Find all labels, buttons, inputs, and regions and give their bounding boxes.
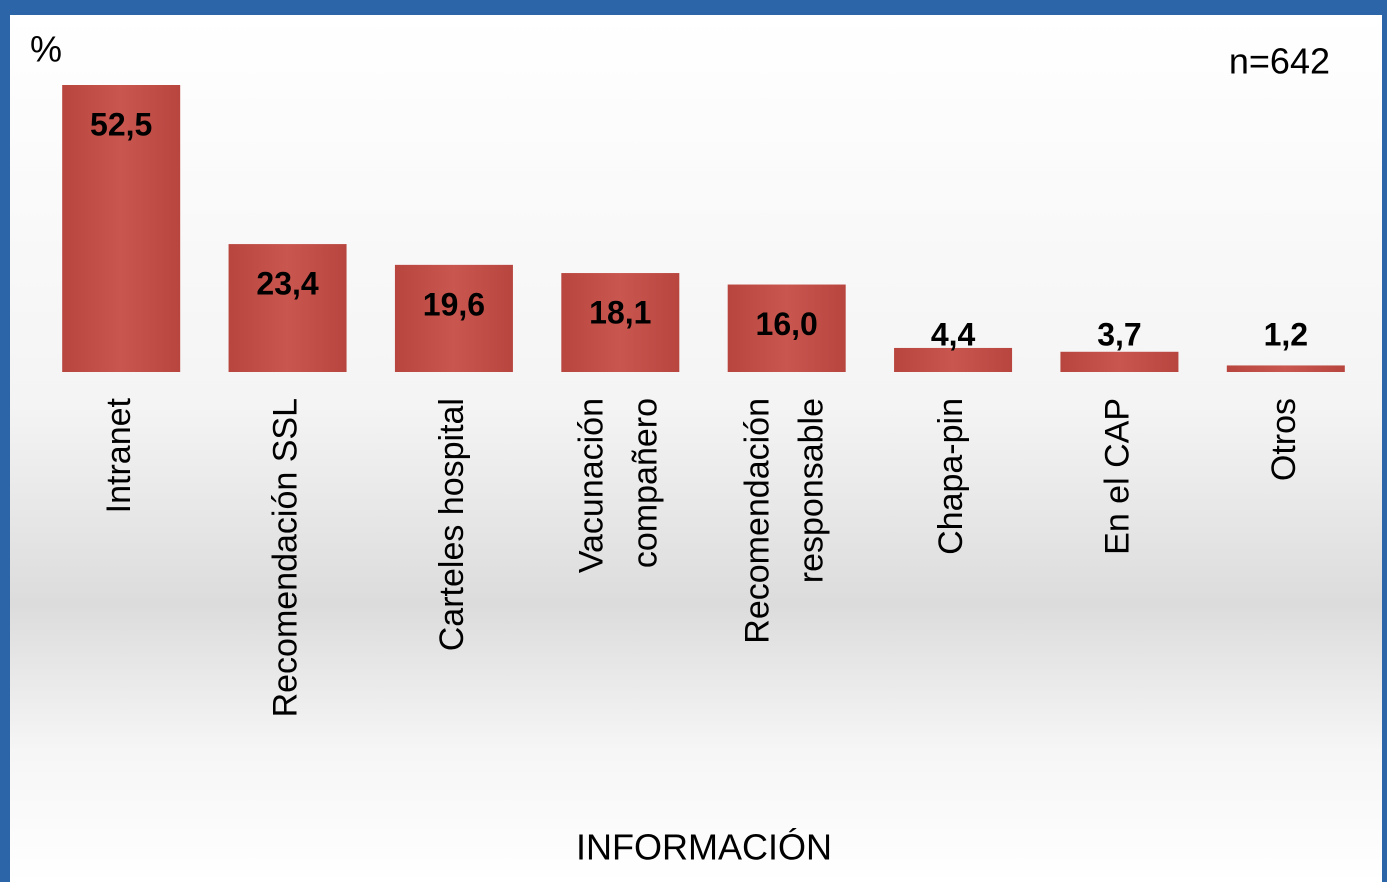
- value-label: 4,4: [931, 316, 976, 352]
- value-label: 52,5: [90, 106, 152, 142]
- value-label: 3,7: [1097, 316, 1141, 352]
- x-tick-label: Vacunación compañero: [572, 398, 664, 573]
- value-label: 23,4: [256, 266, 318, 302]
- bar: [727, 284, 846, 372]
- value-label: 1,2: [1264, 316, 1308, 352]
- bar: [62, 85, 181, 372]
- bar: [1226, 365, 1345, 372]
- x-axis-label: INFORMACIÓN: [576, 827, 832, 868]
- x-tick-label: Recomendación SSL: [267, 398, 305, 717]
- bar: [561, 273, 680, 372]
- y-axis-label: %: [30, 29, 62, 70]
- x-tick-label: Carteles hospital: [433, 398, 471, 651]
- bar: [394, 264, 513, 372]
- x-tick-label: Intranet: [100, 397, 138, 513]
- x-tick-label: Otros: [1265, 398, 1303, 481]
- value-label: 19,6: [423, 286, 485, 322]
- annotation: n=642: [1229, 41, 1330, 82]
- x-tick-label: En el CAP: [1098, 398, 1136, 555]
- value-label: 18,1: [589, 295, 651, 331]
- x-tick-label: Recomendación responsable: [739, 398, 831, 644]
- bar: [1060, 351, 1179, 372]
- x-tick-label: Chapa-pin: [932, 398, 970, 555]
- bar: [894, 347, 1013, 372]
- plot-background: [10, 15, 1382, 882]
- value-label: 16,0: [756, 306, 818, 342]
- bar: [228, 244, 347, 372]
